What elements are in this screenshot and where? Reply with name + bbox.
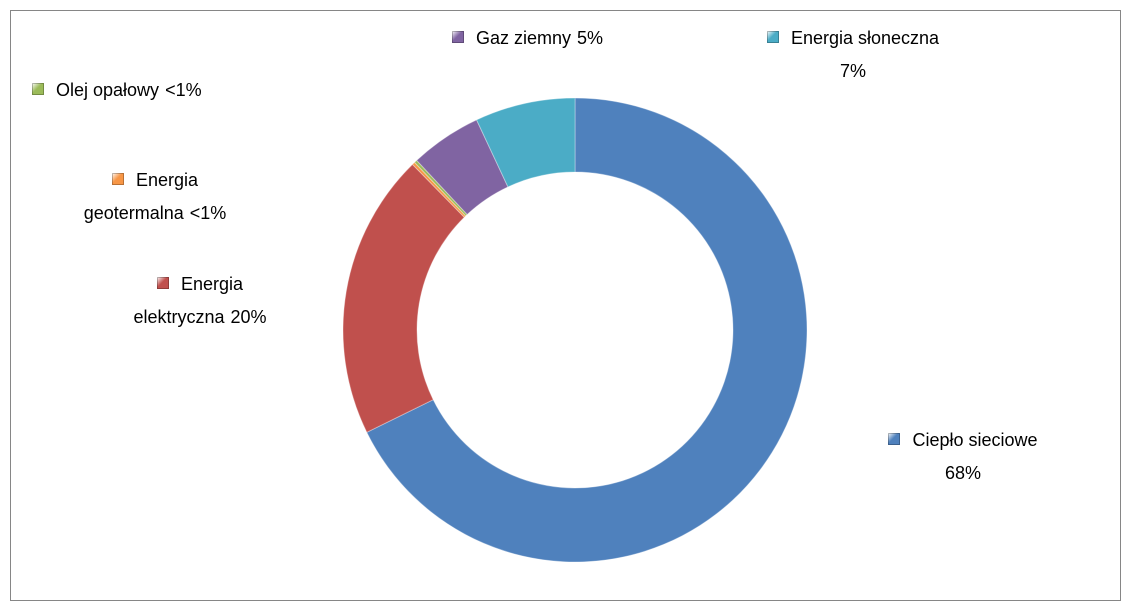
legend-marker [888,433,901,445]
value-label: 5% [577,28,604,48]
category-label: Ciepło sieciowe [912,430,1038,450]
legend-marker [156,277,169,289]
value-label: 68% [944,463,982,483]
category-label: Gaz ziemny [476,28,572,48]
legend-marker [452,31,464,43]
donut-slice [475,97,576,188]
category-label: Energia słoneczna [790,28,940,48]
donut-slice [411,161,467,218]
donut-slice [366,97,808,563]
donut-slice [415,119,509,216]
legend-marker [32,83,44,95]
data-label: Ciepło sieciowe 68% [838,424,1088,490]
value-label: <1% [165,80,202,100]
data-label: Energia elektryczna 20% [112,268,288,334]
value-label: 7% [839,61,866,81]
legend-marker [111,173,124,185]
value-label: 20% [230,307,267,327]
data-label: Olej opałowy <1% [32,74,332,107]
category-label: Energia geotermalna [83,170,199,223]
data-label: Gaz ziemny 5% [452,22,712,55]
legend-marker [766,31,779,43]
category-label: Olej opałowy [56,80,160,100]
data-label: Energia słoneczna 7% [728,22,978,88]
value-label: <1% [189,203,227,223]
category-label: Energia elektryczna [133,274,244,327]
data-label: Energia geotermalna <1% [60,164,250,230]
donut-slice [342,163,466,434]
donut-slice [413,159,468,217]
